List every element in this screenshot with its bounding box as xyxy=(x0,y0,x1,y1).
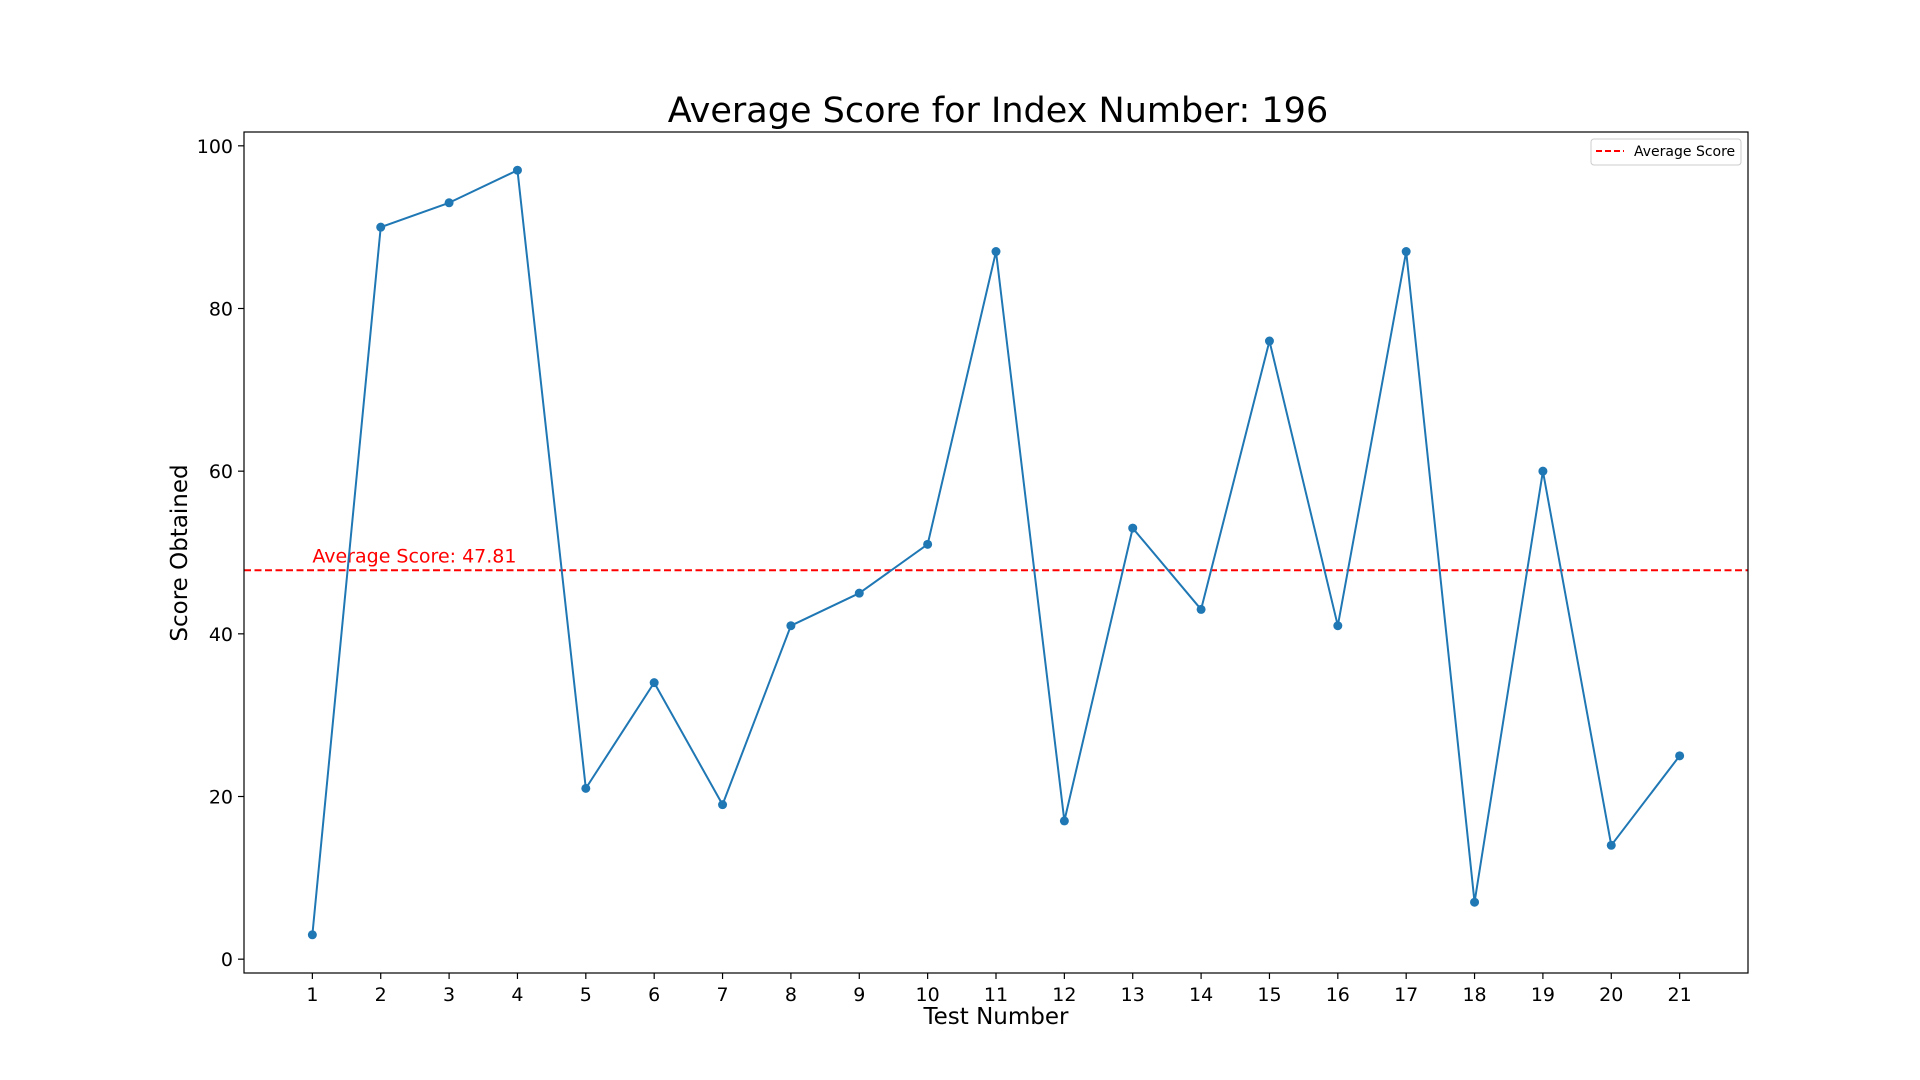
data-point xyxy=(512,165,522,175)
data-point xyxy=(991,247,1001,257)
y-tick-label: 40 xyxy=(209,624,233,646)
data-point xyxy=(923,539,933,549)
data-point xyxy=(854,588,864,598)
data-point xyxy=(649,678,659,688)
y-tick-label: 100 xyxy=(197,136,233,158)
data-point xyxy=(786,621,796,631)
x-axis-label: Test Number xyxy=(923,1004,1070,1030)
data-point xyxy=(444,198,454,208)
x-tick-label: 18 xyxy=(1462,984,1486,1006)
y-tick-label: 20 xyxy=(209,787,233,809)
data-point xyxy=(581,783,591,793)
y-tick-label: 80 xyxy=(209,298,233,320)
x-tick-label: 2 xyxy=(375,984,387,1006)
y-tick-label: 60 xyxy=(209,461,233,483)
x-tick-label: 16 xyxy=(1326,984,1350,1006)
legend-label-average-score: Average Score xyxy=(1634,144,1735,160)
x-tick-label: 8 xyxy=(785,984,797,1006)
data-point xyxy=(1470,897,1480,907)
data-point xyxy=(307,930,317,940)
data-point xyxy=(1128,523,1138,533)
y-tick-label: 0 xyxy=(221,949,233,971)
x-tick-label: 7 xyxy=(716,984,728,1006)
x-tick-label: 4 xyxy=(511,984,523,1006)
data-point xyxy=(1333,621,1343,631)
x-tick-label: 13 xyxy=(1121,984,1145,1006)
data-point xyxy=(1264,336,1274,346)
data-point xyxy=(1606,840,1616,850)
data-point xyxy=(1538,466,1548,476)
x-tick-label: 20 xyxy=(1599,984,1623,1006)
y-axis-label: Score Obtained xyxy=(167,464,193,641)
x-tick-label: 3 xyxy=(443,984,455,1006)
x-tick-label: 10 xyxy=(916,984,940,1006)
data-point xyxy=(1675,751,1685,761)
legend: Average Score xyxy=(1590,138,1742,166)
x-tick-label: 5 xyxy=(580,984,592,1006)
x-tick-label: 19 xyxy=(1531,984,1555,1006)
data-point xyxy=(718,800,728,810)
average-score-label: Average Score: 47.81 xyxy=(312,545,516,567)
x-tick-label: 9 xyxy=(853,984,865,1006)
legend-box xyxy=(1590,138,1742,166)
x-tick-label: 17 xyxy=(1394,984,1418,1006)
x-tick-label: 11 xyxy=(984,984,1008,1006)
data-point xyxy=(1196,604,1206,614)
x-tick-label: 12 xyxy=(1052,984,1076,1006)
x-tick-label: 6 xyxy=(648,984,660,1006)
x-tick-label: 15 xyxy=(1257,984,1281,1006)
chart-title: Average Score for Index Number: 196 xyxy=(668,91,1328,131)
x-tick-label: 14 xyxy=(1189,984,1213,1006)
x-tick-label: 1 xyxy=(306,984,318,1006)
data-point xyxy=(1401,247,1411,257)
plot-area: Average Score: 47.81 xyxy=(244,165,1748,940)
data-point xyxy=(376,222,386,232)
series-line xyxy=(311,169,1681,935)
data-point xyxy=(1059,816,1069,826)
x-tick-label: 21 xyxy=(1668,984,1692,1006)
